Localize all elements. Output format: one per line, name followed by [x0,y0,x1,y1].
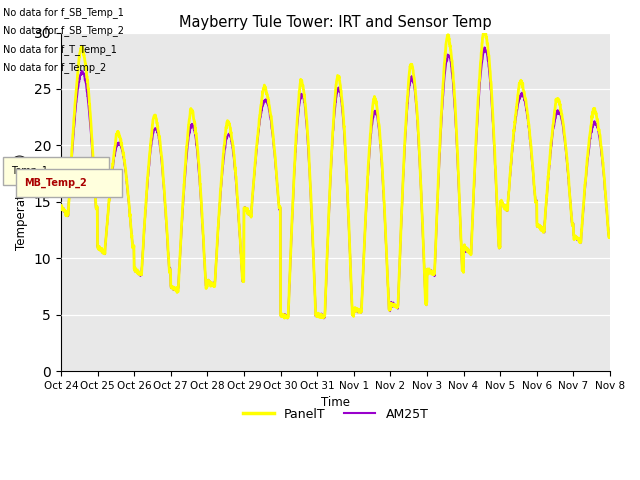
Text: No data for f_T_Temp_1: No data for f_T_Temp_1 [3,44,117,55]
Text: MB_Temp_2: MB_Temp_2 [24,178,87,188]
Text: No data for f_Temp_2: No data for f_Temp_2 [3,62,106,73]
Legend: PanelT, AM25T: PanelT, AM25T [237,403,433,426]
Title: Mayberry Tule Tower: IRT and Sensor Temp: Mayberry Tule Tower: IRT and Sensor Temp [179,15,492,30]
Text: No data for f_SB_Temp_1: No data for f_SB_Temp_1 [3,7,124,18]
X-axis label: Time: Time [321,396,350,409]
Text: No data for f_SB_Temp_2: No data for f_SB_Temp_2 [3,25,124,36]
Text: Temp_1: Temp_1 [12,166,49,176]
Y-axis label: Temperature (C): Temperature (C) [15,154,28,250]
